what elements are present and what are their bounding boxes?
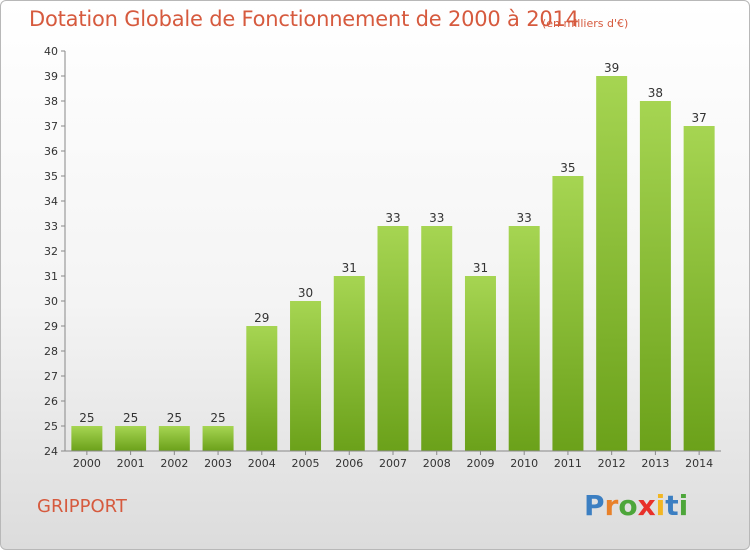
- y-tick-label: 26: [44, 395, 58, 408]
- x-tick-label-2002: 2002: [160, 457, 188, 470]
- x-tick-label-2007: 2007: [379, 457, 407, 470]
- x-tick-label-2011: 2011: [554, 457, 582, 470]
- bar-2012: [596, 76, 628, 451]
- bar-2010: [508, 226, 540, 451]
- value-label-2001: 25: [123, 411, 138, 425]
- logo-letter: x: [637, 489, 656, 522]
- bar-2001: [115, 426, 147, 451]
- y-tick-label: 25: [44, 420, 58, 433]
- logo-letter: i: [655, 489, 666, 522]
- bar-2007: [377, 226, 409, 451]
- bar-2009: [464, 276, 496, 451]
- bar-2006: [333, 276, 365, 451]
- x-tick-label-2000: 2000: [73, 457, 101, 470]
- bar-2014: [683, 126, 715, 451]
- y-tick-label: 33: [44, 220, 58, 233]
- commune-name: GRIPPORT: [37, 496, 127, 517]
- value-label-2010: 33: [517, 211, 532, 225]
- y-tick-label: 29: [44, 320, 58, 333]
- x-tick-label-2001: 2001: [117, 457, 145, 470]
- value-label-2014: 37: [691, 111, 706, 125]
- y-tick-label: 31: [44, 270, 58, 283]
- y-tick-label: 28: [44, 345, 58, 358]
- x-tick-label-2012: 2012: [598, 457, 626, 470]
- bar-2003: [202, 426, 234, 451]
- proxiti-logo: Proxiti: [584, 489, 688, 522]
- logo-letter: r: [604, 489, 619, 522]
- bar-2002: [158, 426, 190, 451]
- bar-2008: [421, 226, 453, 451]
- value-label-2007: 33: [385, 211, 400, 225]
- y-tick-label: 38: [44, 95, 58, 108]
- value-label-2000: 25: [79, 411, 94, 425]
- y-tick-label: 35: [44, 170, 58, 183]
- bar-2005: [290, 301, 322, 451]
- bar-2011: [552, 176, 584, 451]
- x-tick-label-2008: 2008: [423, 457, 451, 470]
- y-tick-label: 24: [44, 445, 58, 458]
- value-label-2005: 30: [298, 286, 313, 300]
- y-tick-label: 36: [44, 145, 58, 158]
- value-label-2013: 38: [648, 86, 663, 100]
- x-tick-label-2006: 2006: [335, 457, 363, 470]
- value-label-2003: 25: [210, 411, 225, 425]
- logo-letter: P: [584, 489, 605, 522]
- y-tick-label: 37: [44, 120, 58, 133]
- value-label-2008: 33: [429, 211, 444, 225]
- logo-letter: o: [618, 489, 638, 522]
- bar-2013: [639, 101, 671, 451]
- chart-title: Dotation Globale de Fonctionnement de 20…: [29, 7, 579, 31]
- x-tick-label-2014: 2014: [685, 457, 713, 470]
- bar-2004: [246, 326, 278, 451]
- y-tick-label: 27: [44, 370, 58, 383]
- value-label-2012: 39: [604, 61, 619, 75]
- y-tick-label: 40: [44, 45, 58, 58]
- x-axis-ticks: 2000 2001 2002 2003 2004 2005 2006 2007 2008 2009…: [73, 451, 713, 470]
- y-tick-label: 30: [44, 295, 58, 308]
- value-label-2006: 31: [342, 261, 357, 275]
- y-tick-label: 32: [44, 245, 58, 258]
- x-tick-label-2009: 2009: [466, 457, 494, 470]
- value-label-2002: 25: [167, 411, 182, 425]
- bars: 25 25 25 25 29 30 31 33 33 31 33 35 39 38 37: [71, 61, 715, 451]
- value-label-2004: 29: [254, 311, 269, 325]
- x-tick-label-2010: 2010: [510, 457, 538, 470]
- x-tick-label-2005: 2005: [292, 457, 320, 470]
- y-axis-ticks: 24 25 26 27 28 29 30 31 32 33 34 35 36 37 38 39 40: [44, 45, 65, 458]
- x-tick-label-2004: 2004: [248, 457, 276, 470]
- x-tick-label-2013: 2013: [641, 457, 669, 470]
- x-tick-label-2003: 2003: [204, 457, 232, 470]
- y-tick-label: 39: [44, 70, 58, 83]
- bar-2000: [71, 426, 103, 451]
- value-label-2009: 31: [473, 261, 488, 275]
- chart-subtitle: (en milliers d'€): [542, 17, 629, 30]
- value-label-2011: 35: [560, 161, 575, 175]
- logo-letter: t: [665, 489, 679, 522]
- y-tick-label: 34: [44, 195, 58, 208]
- logo-letter: i: [678, 489, 689, 522]
